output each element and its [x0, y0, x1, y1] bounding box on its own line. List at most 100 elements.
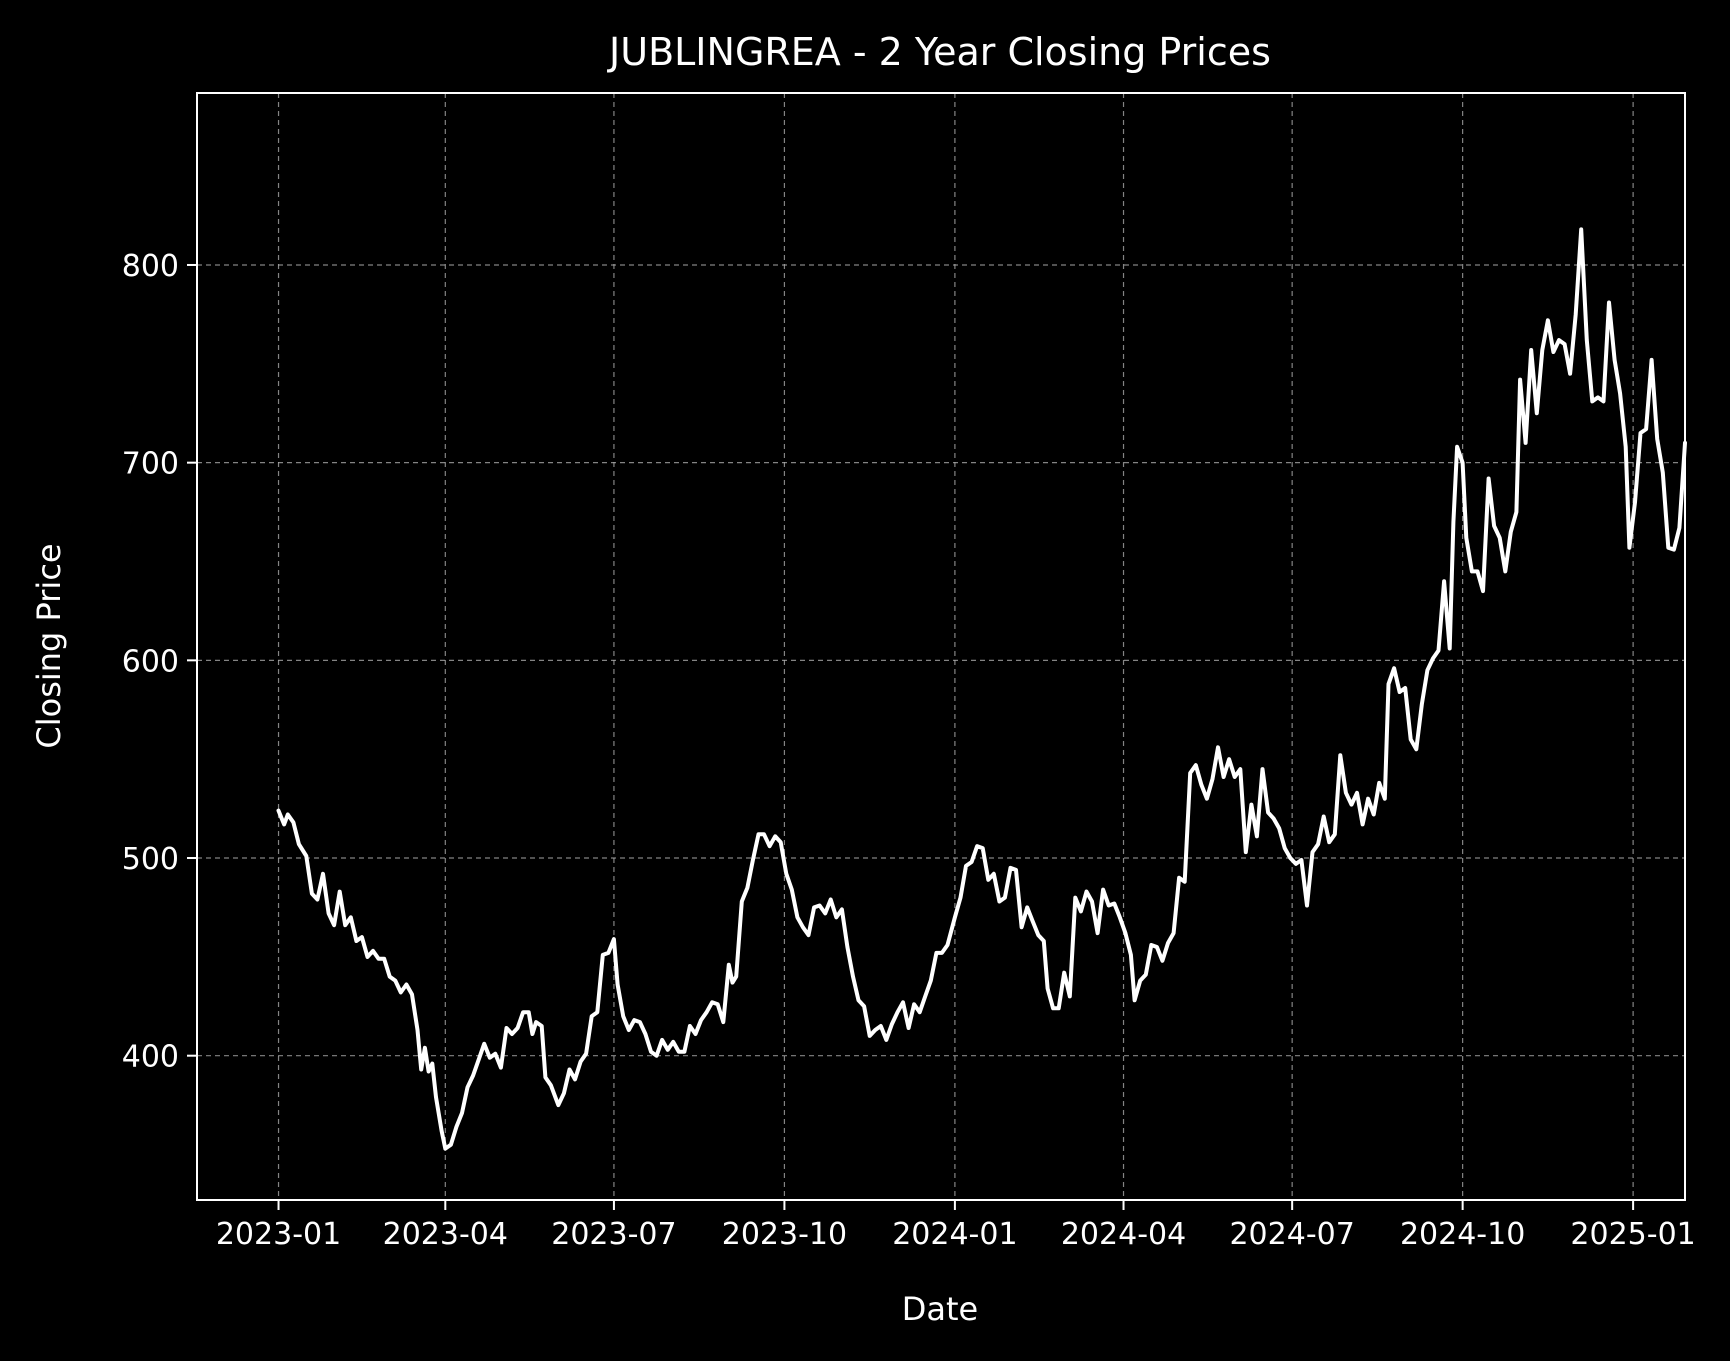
data-point [1133, 998, 1137, 1002]
data-point [477, 1058, 481, 1062]
data-point [332, 923, 336, 927]
data-point [1524, 441, 1528, 445]
data-point [423, 1046, 427, 1050]
data-point [612, 937, 616, 941]
data-point [740, 899, 744, 904]
y-tick-label: 600 [122, 644, 179, 679]
x-axis: 2023-01 2023-04 2023-07 2023-10 2024-01 2024-… [216, 1200, 1696, 1252]
data-point [970, 860, 974, 864]
data-point [1627, 546, 1631, 550]
data-point [1255, 834, 1259, 838]
data-point [975, 844, 979, 848]
data-point [504, 1026, 509, 1030]
data-point [434, 1095, 438, 1099]
x-tick-label: 2024-04 [1061, 1217, 1186, 1252]
x-tick-label: 2023-10 [722, 1217, 847, 1252]
data-point [321, 872, 325, 876]
data-point [751, 858, 755, 862]
data-point [1383, 797, 1387, 801]
data-point [1677, 526, 1681, 530]
data-point [1344, 791, 1348, 795]
data-point [410, 992, 414, 997]
data-point [868, 1034, 872, 1038]
data-point [1551, 350, 1555, 354]
data-point [730, 981, 735, 985]
y-tick-label: 700 [122, 447, 179, 482]
data-point [958, 896, 963, 900]
data-point [1518, 378, 1522, 382]
data-point [427, 1069, 431, 1074]
data-point [573, 1077, 577, 1081]
data-point [1014, 868, 1018, 872]
data-point [1294, 862, 1298, 866]
data-point [934, 951, 939, 955]
data-point [660, 1038, 664, 1042]
data-point [297, 842, 301, 846]
data-point [530, 1032, 535, 1036]
data-point [721, 1020, 725, 1024]
data-point [666, 1048, 670, 1052]
data-point [1008, 866, 1013, 870]
grid-lines [197, 93, 1685, 1200]
data-point [1260, 767, 1265, 771]
data-point [1535, 411, 1539, 415]
data-point [1618, 391, 1622, 396]
data-point [1266, 810, 1270, 815]
data-point [1322, 814, 1326, 819]
data-point [1283, 846, 1287, 850]
data-point [1579, 227, 1583, 231]
data-point [790, 888, 794, 892]
data-point [584, 1052, 588, 1056]
data-point [465, 1085, 470, 1089]
data-point [415, 1028, 420, 1032]
data-point [1590, 399, 1594, 403]
data-point [449, 1143, 453, 1147]
y-axis: 400 500 600 700 800 [122, 249, 197, 1075]
data-point [1199, 783, 1203, 787]
data-point [829, 897, 833, 902]
data-point [482, 1042, 486, 1046]
data-point [895, 1010, 900, 1014]
data-point [823, 911, 827, 916]
data-point [1138, 979, 1142, 983]
x-tick-label: 2025-01 [1570, 1217, 1695, 1252]
data-point [315, 897, 319, 902]
data-point [649, 1050, 653, 1054]
data-point [907, 1026, 911, 1030]
data-point [304, 854, 308, 858]
data-point [1492, 524, 1496, 528]
data-point [986, 878, 990, 882]
x-tick-label: 2023-01 [216, 1217, 341, 1252]
data-point [338, 890, 342, 894]
data-point [1442, 579, 1446, 583]
data-point [1563, 342, 1567, 346]
data-point [1155, 945, 1159, 949]
x-tick-label: 2024-01 [892, 1217, 1017, 1252]
data-point [1613, 358, 1617, 362]
data-point [493, 1052, 497, 1056]
data-point [1481, 589, 1485, 593]
data-point [1672, 548, 1676, 552]
data-point [734, 975, 738, 979]
data-point [1205, 797, 1209, 801]
data-point [1596, 395, 1600, 399]
data-point [327, 911, 331, 916]
plot-frame [196, 92, 1686, 1201]
data-point [1090, 899, 1094, 904]
data-point [812, 905, 816, 910]
data-point [1096, 931, 1100, 935]
data-point [1057, 1006, 1061, 1010]
data-point [727, 963, 731, 967]
data-point [1633, 500, 1637, 504]
data-point [1222, 775, 1226, 779]
data-point [1574, 312, 1578, 316]
data-point [1487, 476, 1491, 481]
data-point [562, 1091, 566, 1095]
data-point [579, 1060, 583, 1064]
data-point [1310, 850, 1315, 854]
data-point [795, 915, 800, 919]
data-point [699, 1018, 703, 1022]
data-point [879, 1024, 883, 1028]
